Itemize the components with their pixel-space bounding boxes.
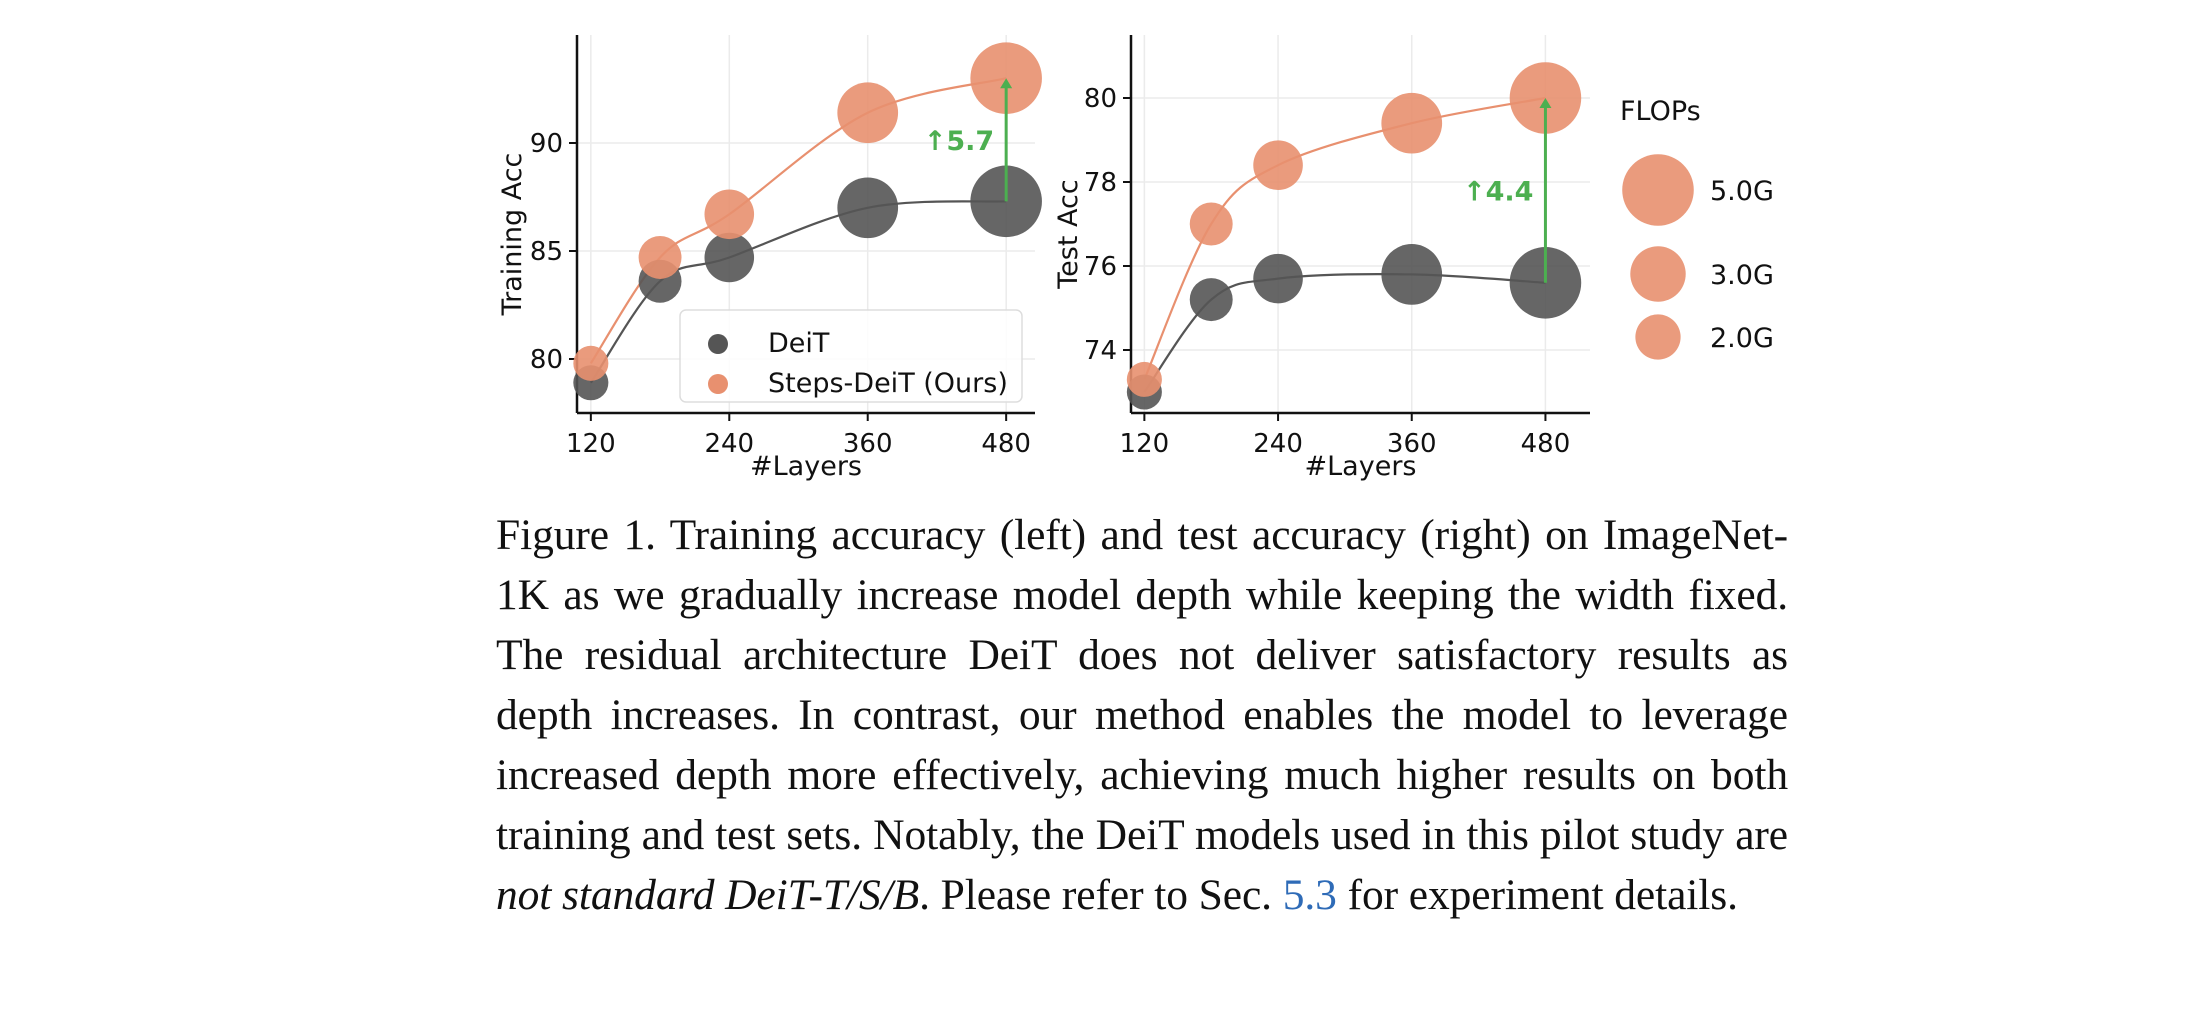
x-tick-label: 360 — [1387, 429, 1437, 459]
y-tick-label: 85 — [530, 237, 563, 267]
size-legend-title: FLOPs — [1620, 96, 1701, 127]
improvement-arrowhead — [1000, 78, 1013, 89]
data-point — [1381, 244, 1443, 305]
y-axis-label: Training Acc — [497, 153, 528, 317]
data-point — [1253, 140, 1303, 190]
test-acc-chart: 120 240 360 480 74 76 78 80 #Layers Test Acc ↑4.4 — [1053, 35, 1590, 482]
x-axis-label: #Layers — [1305, 451, 1417, 482]
legend-marker — [708, 334, 728, 354]
figure-caption: Figure 1. Training accuracy (left) and t… — [496, 505, 1788, 925]
legend-label: DeiT — [768, 328, 830, 359]
data-point — [1381, 92, 1443, 154]
caption-text-3: for experiment details. — [1336, 871, 1738, 919]
data-point — [1189, 202, 1233, 246]
improvement-label: ↑4.4 — [1463, 176, 1533, 207]
x-tick-label: 480 — [981, 429, 1031, 459]
x-axis-label: #Layers — [750, 451, 862, 482]
data-point — [1253, 253, 1303, 304]
y-tick-label: 78 — [1084, 168, 1117, 198]
improvement-label: ↑5.7 — [924, 126, 994, 157]
data-point — [1126, 361, 1162, 397]
x-tick-label: 240 — [704, 429, 754, 459]
section-reference-link[interactable]: 5.3 — [1282, 871, 1337, 919]
y-tick-label: 80 — [530, 345, 563, 375]
caption-text-1: Figure 1. Training accuracy (left) and t… — [496, 511, 1788, 859]
training-acc-chart: 120 240 360 480 80 85 90 #Layers Training Acc ↑5.… — [497, 35, 1042, 482]
y-tick-label: 90 — [530, 129, 563, 159]
y-axis-label: Test Acc — [1053, 179, 1084, 289]
data-point — [1189, 278, 1233, 322]
figure: 120 240 360 480 80 85 90 #Layers Training Acc ↑5.… — [497, 35, 1774, 482]
legend-box — [679, 309, 1023, 403]
data-point — [704, 189, 755, 240]
x-tick-label: 120 — [566, 429, 616, 459]
data-point — [837, 177, 899, 239]
legend-marker — [708, 374, 728, 394]
size-legend-marker — [1630, 246, 1686, 302]
size-legend-label: 5.0G — [1710, 176, 1774, 207]
caption-text-2: . Please refer to Sec. — [919, 871, 1283, 919]
improvement-arrowhead — [1539, 98, 1552, 108]
paper-page — [410, 0, 1870, 1010]
size-legend-label: 3.0G — [1710, 260, 1774, 291]
y-tick-label: 76 — [1084, 252, 1117, 282]
x-tick-label: 360 — [843, 429, 893, 459]
size-legend-marker — [1622, 154, 1694, 226]
data-point — [573, 345, 609, 381]
flops-size-legend: FLOPs 5.0G 3.0G 2.0G — [1620, 96, 1774, 360]
x-tick-label: 480 — [1521, 429, 1571, 459]
y-tick-label: 80 — [1084, 84, 1117, 114]
x-tick-label: 240 — [1253, 429, 1303, 459]
legend-label: Steps-DeiT (Ours) — [768, 368, 1008, 399]
caption-italic: not standard DeiT-T/S/B — [496, 871, 920, 919]
size-legend-marker — [1635, 314, 1681, 360]
data-point — [837, 82, 899, 144]
y-tick-label: 74 — [1084, 336, 1117, 366]
size-legend-label: 2.0G — [1710, 323, 1774, 354]
data-point — [638, 236, 682, 279]
data-point — [704, 232, 755, 283]
x-tick-label: 120 — [1120, 429, 1170, 459]
